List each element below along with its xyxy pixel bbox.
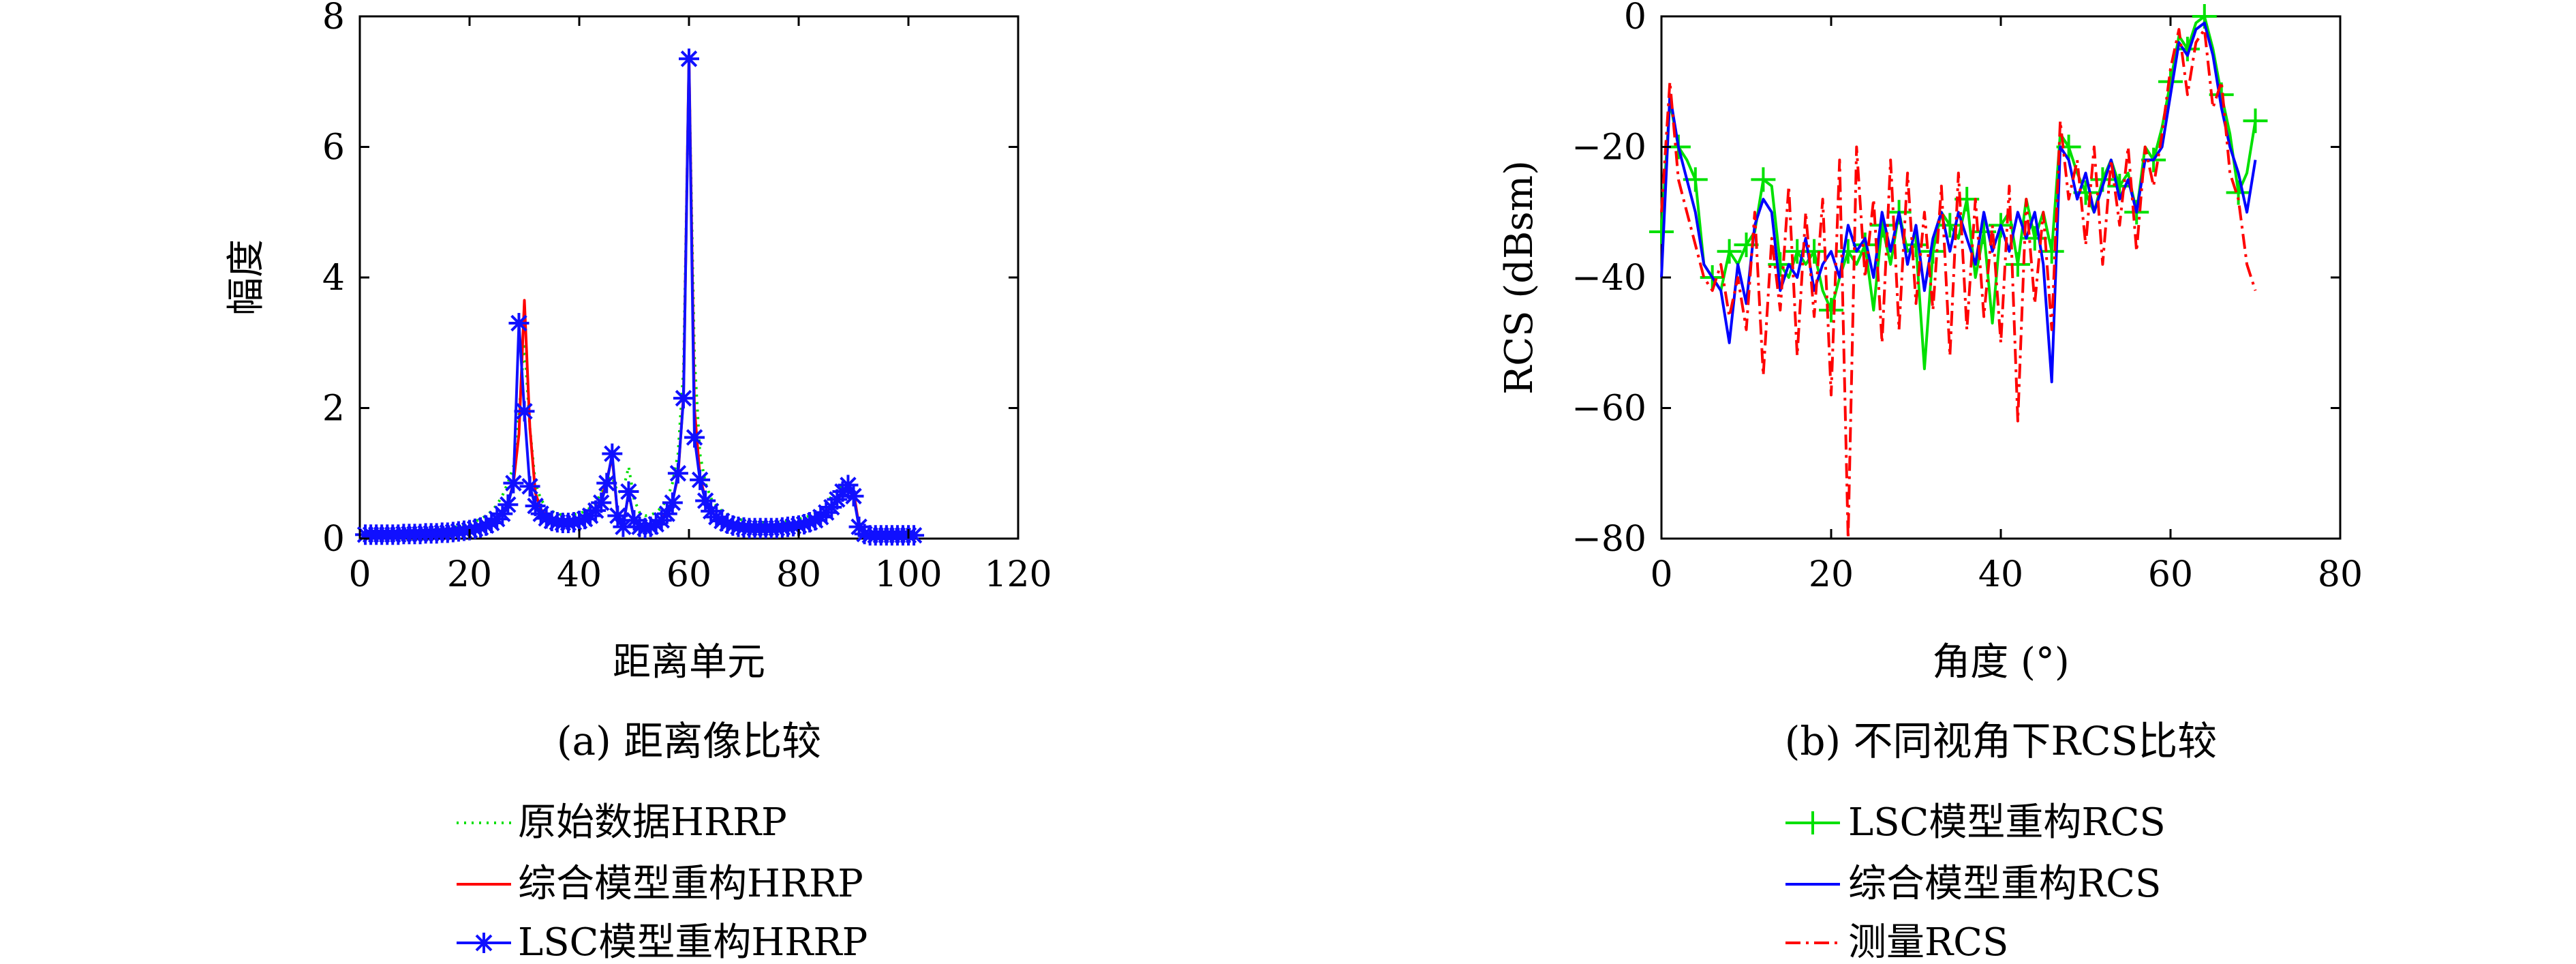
panel-a-point-marker [618, 481, 639, 502]
panel-b-series-line-1 [1660, 21, 2257, 384]
panel-b-point-marker [2226, 180, 2251, 205]
panel-b-point-marker [1819, 297, 1843, 322]
panel-a-point-marker [690, 469, 711, 490]
panel-b-point-marker [2243, 108, 2268, 134]
panel-a-xtick-label: 40 [557, 554, 602, 595]
panel-a-point-marker [602, 443, 623, 464]
panel-a-point-marker [596, 472, 617, 494]
panel-b-point-marker [2073, 180, 2098, 205]
panel-b-ylabel: RCS (dBsm) [1497, 160, 1542, 395]
panel-a-xtick-label: 0 [348, 554, 371, 595]
legend-item-original-hrrp: 原始数据HRRP [457, 800, 787, 845]
panel-b-point-marker [1937, 213, 1963, 238]
legend-asterisk-icon [474, 933, 494, 953]
panel-b-xtick-label: 0 [1650, 554, 1672, 595]
legend-label-original-hrrp: 原始数据HRRP [518, 800, 787, 845]
panel-b-point-marker [1649, 219, 1674, 244]
panel-b-point-marker [2039, 239, 2064, 264]
panel-b-point-marker [1717, 239, 1742, 264]
panel-b-ytick-label: −20 [1571, 127, 1646, 168]
panel-b-xlabel: 角度 (°) [1932, 640, 2070, 684]
panel-a-xlabel: 距离单元 [613, 640, 765, 684]
legend-item-lsc-hrrp: LSC模型重构HRRP [457, 920, 868, 964]
panel-a-point-marker [673, 388, 694, 409]
panel-a-point-marker [508, 313, 530, 334]
panel-b-ticks: 0 20 40 60 80 0 −20 −40 −60 −80 [1571, 0, 2363, 595]
panel-b-plot-frame [1660, 15, 2342, 540]
legend-item-combined-rcs: 综合模型重构RCS [1785, 862, 2161, 906]
panel-a-ytick-label: 8 [322, 0, 345, 37]
panel-b-legend: LSC模型重构RCS 综合模型重构RCS 测量RCS [1785, 800, 2166, 964]
panel-b-point-marker [2005, 252, 2030, 277]
panel-a-distance-profile: 0 20 40 60 80 100 120 0 2 4 6 8 距离单元 幅度 (a) 距离像比较 原… [224, 0, 1052, 964]
legend-item-lsc-rcs: LSC模型重构RCS [1785, 800, 2166, 845]
legend-plus-icon [1801, 811, 1824, 834]
panel-a-point-marker [514, 401, 535, 422]
panel-b-ytick-label: −80 [1571, 519, 1646, 560]
legend-item-measured-rcs: 测量RCS [1785, 920, 2008, 964]
panel-b-caption: (b) 不同视角下RCS比较 [1785, 718, 2218, 764]
panel-a-series [355, 48, 925, 546]
panel-a-point-marker [519, 476, 540, 497]
panel-a-point-marker [591, 492, 612, 513]
panel-b-point-marker [1802, 239, 1827, 264]
panel-a-point-marker [667, 463, 688, 484]
panel-b-series [1649, 4, 2268, 540]
panel-a-ytick-label: 6 [322, 127, 345, 168]
panel-a-xtick-label: 60 [666, 554, 711, 595]
panel-a-ytick-label: 4 [322, 258, 345, 299]
legend-label-measured-rcs: 测量RCS [1848, 920, 2008, 964]
panel-b-rcs-comparison: 0 20 40 60 80 0 −20 −40 −60 −80 角度 (°) RCS (dBsm)… [1497, 0, 2363, 964]
panel-a-ylabel: 幅度 [224, 239, 269, 316]
panel-a-point-marker [662, 492, 683, 513]
panel-a-xtick-label: 120 [984, 554, 1052, 595]
panel-a-point-marker [684, 427, 705, 448]
legend-label-lsc-hrrp: LSC模型重构HRRP [518, 920, 868, 964]
panel-a-series-line-0 [365, 67, 914, 537]
panel-a-legend: 原始数据HRRP 综合模型重构HRRP LSC模型重构HRRP [457, 800, 868, 964]
panel-a-series-line-1 [365, 54, 914, 537]
panel-a-caption: (a) 距离像比较 [557, 718, 821, 764]
panel-b-series-line-0 [1660, 15, 2257, 370]
panel-b-point-marker [1734, 232, 1759, 258]
panel-a-ytick-label: 2 [322, 389, 345, 430]
panel-a-point-marker [904, 525, 925, 546]
panel-a-xtick-label: 20 [447, 554, 492, 595]
panel-a-series-line-2 [365, 57, 914, 537]
panel-b-xtick-label: 40 [1978, 554, 2023, 595]
legend-label-combined-hrrp: 综合模型重构HRRP [518, 862, 863, 906]
panel-b-xtick-label: 20 [1809, 554, 1854, 595]
legend-item-combined-hrrp: 综合模型重构HRRP [457, 862, 863, 906]
panel-b-point-marker [1751, 167, 1776, 192]
panel-b-xtick-label: 60 [2148, 554, 2193, 595]
legend-label-lsc-rcs: LSC模型重构RCS [1848, 800, 2166, 845]
legend-label-combined-rcs: 综合模型重构RCS [1848, 862, 2161, 906]
panel-b-ytick-label: 0 [1624, 0, 1646, 37]
panel-a-point-marker [503, 472, 524, 494]
panel-b-ytick-label: −60 [1571, 389, 1646, 430]
panel-b-ytick-label: −40 [1571, 258, 1646, 299]
panel-b-point-marker [1852, 232, 1877, 258]
panel-b-point-marker [1903, 232, 1929, 258]
panel-a-ticks: 0 20 40 60 80 100 120 0 2 4 6 8 [322, 0, 1052, 595]
panel-a-xtick-label: 100 [874, 554, 942, 595]
panel-a-ytick-label: 0 [322, 519, 345, 560]
panel-a-point-marker [679, 48, 699, 70]
panel-b-xtick-label: 80 [2318, 554, 2363, 595]
panel-a-point-marker [843, 485, 864, 507]
panel-b-series-line-2 [1660, 28, 2257, 540]
panel-a-xtick-label: 80 [776, 554, 821, 595]
panel-a-point-marker [497, 494, 519, 515]
